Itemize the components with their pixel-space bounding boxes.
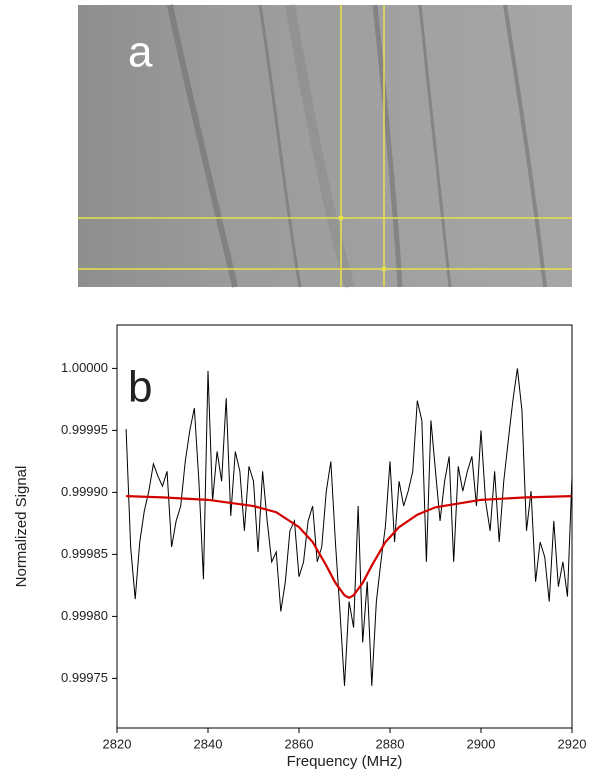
x-tick-label: 2820 [103,736,132,751]
y-tick-label: 1.00000 [61,360,108,375]
y-axis-label: Normalized Signal [13,466,30,588]
x-tick-label: 2920 [558,736,587,751]
y-tick-label: 0.99975 [61,670,108,685]
series-line [126,495,573,600]
x-tick-label: 2860 [285,736,314,751]
y-tick-label: 0.99995 [61,422,108,437]
x-tick-label: 2840 [194,736,223,751]
plot-frame [116,324,573,729]
x-tick-label: 2880 [376,736,405,751]
series-line [125,368,573,686]
panel-a-image [78,4,572,289]
x-tick-label: 2900 [467,736,496,751]
y-tick-label: 0.99990 [61,484,108,499]
y-tick-label: 0.99985 [61,546,108,561]
panel-label: b [128,363,152,412]
y-tick-label: 0.99980 [61,608,108,623]
x-axis-label: Frequency (MHz) [287,753,403,770]
panel-label: a [128,28,153,77]
